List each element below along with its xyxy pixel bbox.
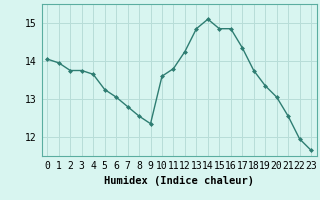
X-axis label: Humidex (Indice chaleur): Humidex (Indice chaleur): [104, 176, 254, 186]
